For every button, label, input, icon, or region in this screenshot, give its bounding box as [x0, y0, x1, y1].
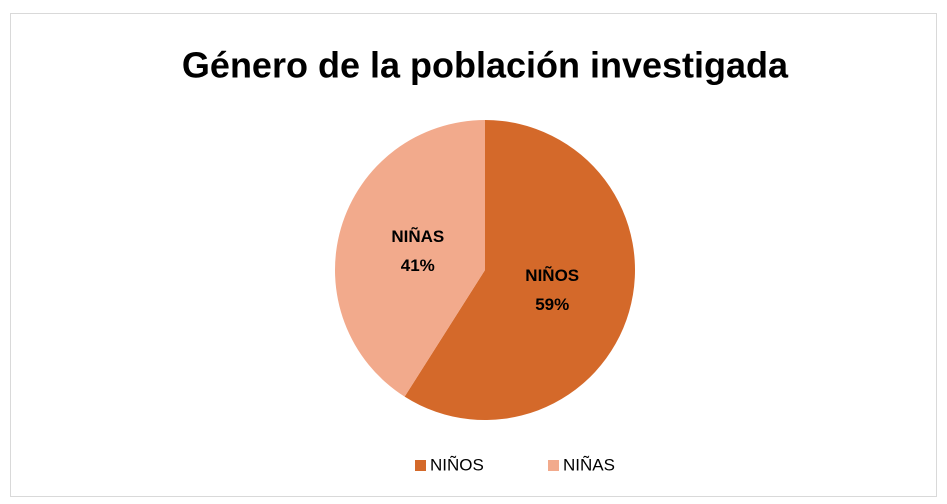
legend-label: NIÑAS	[563, 455, 615, 474]
slice-category-label: NIÑOS	[525, 265, 579, 285]
legend-swatch	[548, 460, 559, 471]
pie-slice	[404, 120, 635, 420]
legend-swatch	[415, 460, 426, 471]
slice-value-label: 59%	[535, 295, 569, 314]
slice-category-label: NIÑAS	[391, 226, 444, 246]
chart-title: Género de la población investigada	[182, 45, 789, 86]
slice-value-label: 41%	[401, 256, 435, 275]
legend-label: NIÑOS	[430, 455, 484, 474]
pie-slice	[334, 120, 485, 397]
